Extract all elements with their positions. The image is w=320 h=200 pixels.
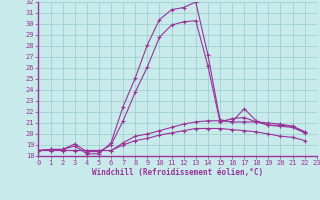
X-axis label: Windchill (Refroidissement éolien,°C): Windchill (Refroidissement éolien,°C)	[92, 168, 263, 177]
